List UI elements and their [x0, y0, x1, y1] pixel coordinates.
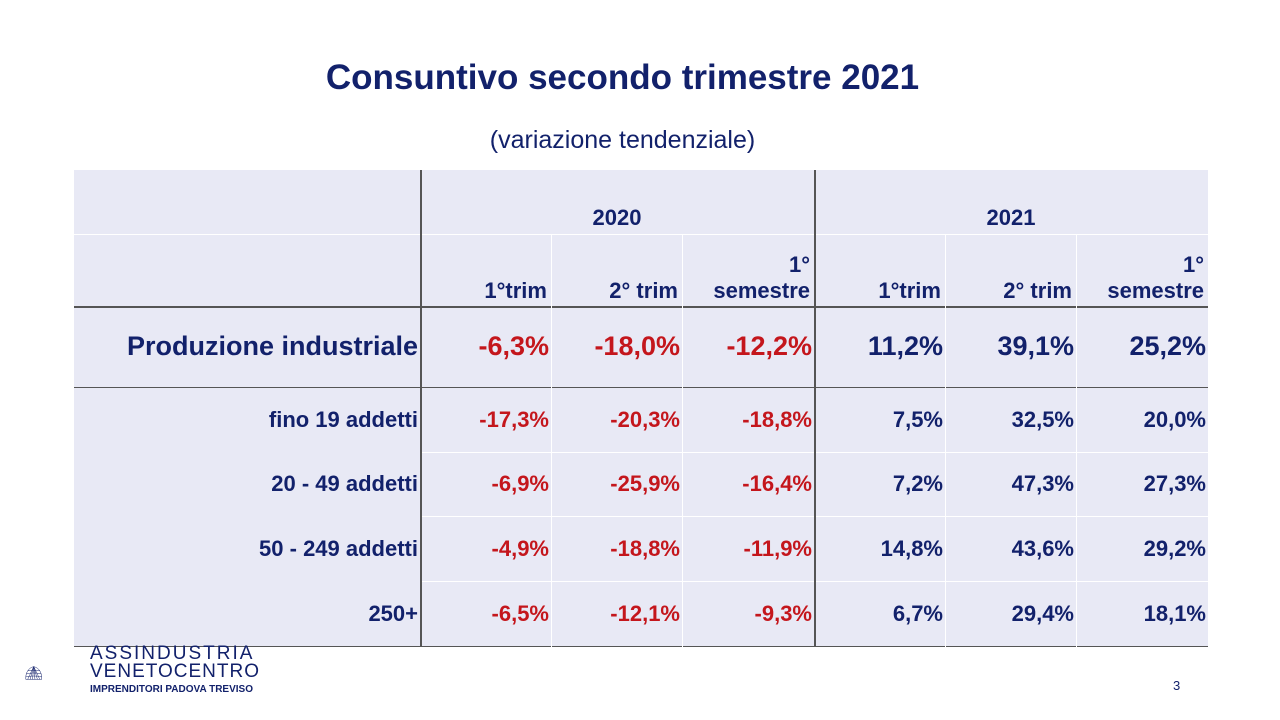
year-header-2020: 2020: [592, 205, 642, 230]
data-table: 2020 2021 1°trim 2° trim 1° semestre 1°tr…: [74, 170, 1208, 647]
table-cell: 25,2%: [1129, 331, 1206, 361]
row-label: 250+: [368, 600, 418, 626]
column-divider: [1076, 234, 1077, 647]
table-cell: -12,1%: [610, 600, 680, 626]
table-cell: 39,1%: [997, 331, 1074, 361]
table-cell: 14,8%: [880, 535, 943, 561]
table-cell: 11,2%: [867, 331, 943, 361]
table-cell: -16,4%: [742, 471, 812, 496]
column-header: 2° trim: [1003, 278, 1072, 303]
logo-line-3: IMPRENDITORI PADOVA TREVISO: [90, 684, 253, 695]
table-cell: 43,6%: [1011, 535, 1074, 561]
column-header: 1°trim: [484, 278, 547, 303]
column-divider: [551, 234, 552, 647]
table-cell: -20,3%: [610, 406, 680, 432]
table-bottom-border: [74, 646, 1208, 647]
table-cell: -12,2%: [726, 331, 812, 361]
table-cell: -18,8%: [742, 406, 812, 432]
year-header-2021: 2021: [986, 205, 1036, 230]
column-divider: [682, 234, 683, 647]
table-cell: -6,3%: [478, 331, 549, 361]
logo-line-1: ASSINDUSTRIA: [90, 643, 255, 664]
table-cell: -18,0%: [594, 331, 680, 361]
table-cell: 20,0%: [1143, 406, 1206, 432]
table-cell: -6,9%: [491, 471, 549, 496]
table-cell: -4,9%: [491, 535, 549, 561]
row-label: fino 19 addetti: [268, 406, 418, 432]
logo-line-2: VENETOCENTRO: [90, 661, 261, 682]
table-cell: 18,1%: [1143, 600, 1206, 626]
table-cell: -11,9%: [743, 535, 813, 561]
column-header: 1° semestre: [1107, 252, 1204, 303]
row-label-total: Produzione industriale: [126, 331, 418, 361]
column-header: 1°trim: [878, 278, 941, 303]
table-cell: 29,4%: [1011, 600, 1074, 626]
header-divider: [74, 234, 420, 235]
table-cell: -25,9%: [610, 471, 680, 496]
column-divider: [420, 170, 422, 647]
header-divider: [74, 306, 1208, 308]
table-cell: -17,3%: [479, 406, 549, 432]
table-cell: 27,3%: [1143, 471, 1206, 496]
table-cell: -6,5%: [491, 600, 549, 626]
table-cell: 32,5%: [1011, 406, 1074, 432]
page-subtitle: (variazione tendenziale): [489, 126, 756, 154]
column-divider: [814, 170, 816, 647]
page-number: 3: [1173, 678, 1181, 693]
column-header: 2° trim: [609, 278, 678, 303]
table-cell: 47,3%: [1011, 471, 1074, 496]
table-cell: 29,2%: [1143, 535, 1206, 561]
column-divider: [945, 234, 946, 647]
shell-logo-icon: [25, 666, 42, 680]
table-cell: -9,3%: [754, 600, 812, 626]
column-header: 1° semestre: [713, 252, 810, 303]
table-cell: 7,5%: [892, 406, 943, 432]
table-cell: 7,2%: [892, 471, 943, 496]
row-divider: [74, 387, 1208, 388]
row-label: 20 - 49 addetti: [271, 471, 418, 496]
page-title: Consuntivo secondo trimestre 2021: [325, 58, 920, 97]
row-label: 50 - 249 addetti: [259, 535, 418, 561]
table-cell: -18,8%: [610, 535, 680, 561]
table-cell: 6,7%: [892, 600, 943, 626]
